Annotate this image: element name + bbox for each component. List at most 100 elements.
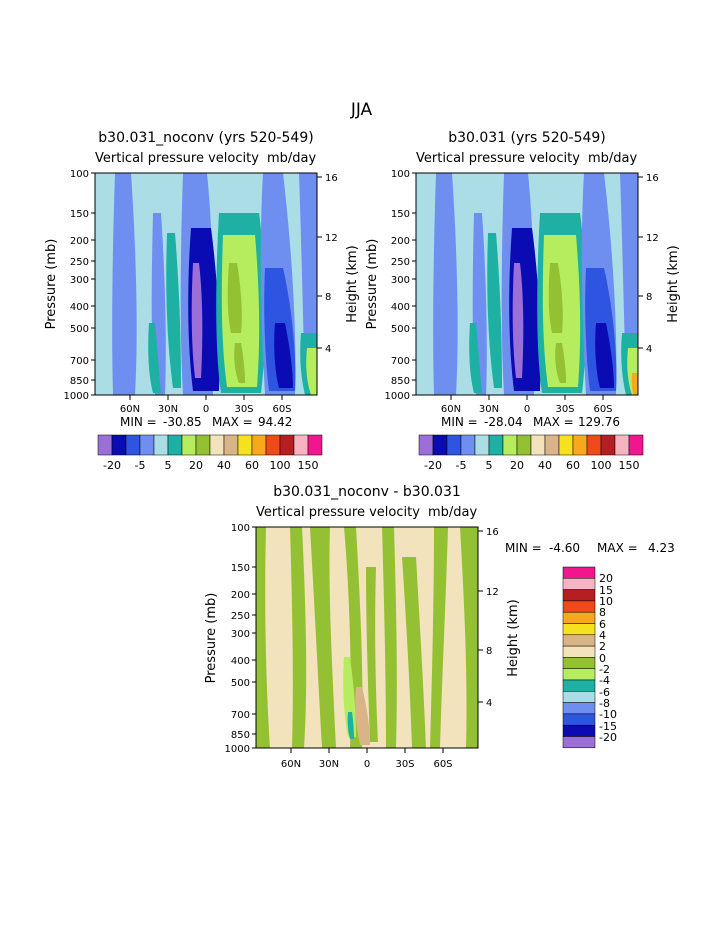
color-cell (562, 578, 596, 590)
p2-legend-label: -20 (424, 459, 442, 472)
group: 100 150 200 250 300 400 500 700 850 1000 (225, 523, 250, 755)
p1-htick: 16 (325, 173, 338, 184)
p2-ptick: 100 (391, 169, 410, 180)
p3-lattick: 30N (319, 759, 339, 770)
p1-ptick: 850 (70, 376, 89, 387)
color-cell (562, 611, 596, 624)
p1-legend-label: 20 (189, 459, 203, 472)
group: 100 150 200 250 300 400 500 700 850 1000 (64, 169, 89, 402)
color-cell (488, 434, 504, 456)
p2-min-label: MIN = (441, 415, 478, 429)
p2-lattick: 30S (555, 404, 574, 415)
p2-legend-label: 20 (510, 459, 524, 472)
p2-legend-label: 100 (591, 459, 612, 472)
contour-region (487, 233, 502, 388)
color-cell (516, 434, 532, 456)
p2-lattick: 60N (441, 404, 461, 415)
p2-ptick: 500 (391, 324, 410, 335)
contour-region (595, 323, 614, 388)
p3-legend-label: 4 (599, 629, 606, 642)
p1-legend-label: 40 (217, 459, 231, 472)
p3-ptick: 200 (231, 590, 250, 601)
p3-ptick: 700 (231, 710, 250, 721)
p1-ptick: 250 (70, 257, 89, 268)
p3-lattick: 60N (281, 759, 301, 770)
color-cell (600, 434, 616, 456)
contour-region (112, 173, 137, 395)
color-cell (97, 434, 113, 456)
p1-lattick: 60N (120, 404, 140, 415)
contour-region (555, 343, 566, 383)
p2-max-label: MAX = (533, 415, 574, 429)
p3-legend-label: -6 (599, 686, 610, 699)
contour-region (382, 527, 397, 748)
group (91, 172, 322, 400)
p1-ptick: 1000 (64, 391, 89, 402)
p3-legend-label: 10 (599, 595, 613, 608)
p3-legend-label: 2 (599, 640, 606, 653)
p1-htick: 8 (325, 292, 331, 303)
contour-region (310, 527, 336, 748)
color-cell (562, 702, 596, 715)
p2-ptick: 300 (391, 275, 410, 286)
color-cell (167, 434, 183, 456)
p2-ptick: 1000 (385, 391, 410, 402)
p1-ptick: 200 (70, 236, 89, 247)
contour-region (355, 687, 370, 745)
color-cell (562, 589, 596, 602)
p2-ptick: 150 (391, 209, 410, 220)
color-cell (562, 566, 596, 579)
contour-region (234, 343, 245, 383)
group: 60N 30N 0 30S 60S (120, 404, 292, 415)
color-cell (293, 434, 309, 456)
group (412, 172, 643, 400)
contour-region (274, 323, 293, 388)
color-cell (562, 713, 596, 726)
p3-max-label: MAX = (597, 541, 638, 555)
p3-min-value: -4.60 (549, 541, 580, 555)
color-cell (139, 434, 155, 456)
p1-legend-label: -5 (135, 459, 146, 472)
p3-legend-label: -15 (599, 720, 617, 733)
color-cell (181, 434, 197, 456)
color-cell (279, 434, 295, 456)
p2-ptick: 700 (391, 356, 410, 367)
p3-legend-label: 8 (599, 606, 606, 619)
p2-htick: 16 (646, 173, 659, 184)
p3-htick: 12 (486, 587, 499, 598)
p1-htick: 4 (325, 344, 331, 355)
panel1-legend (97, 434, 323, 456)
color-cell (237, 434, 253, 456)
p2-htick: 8 (646, 292, 652, 303)
p3-legend-label: -20 (599, 731, 617, 744)
color-cell (265, 434, 281, 456)
p3-ptick: 100 (231, 523, 250, 534)
contour-region (430, 527, 448, 748)
color-cell (544, 434, 560, 456)
p3-ptick: 150 (231, 563, 250, 574)
p2-legend-label: 40 (538, 459, 552, 472)
group: -20 -5 5 20 40 60 100 150 (424, 459, 639, 472)
p1-min-value: -30.85 (163, 415, 202, 429)
panel3-units: mb/day (428, 505, 478, 520)
p3-lattick: 0 (364, 759, 370, 770)
color-cell (628, 434, 644, 456)
p3-legend-label: -4 (599, 674, 610, 687)
p3-legend-label: 6 (599, 618, 606, 631)
color-cell (562, 679, 596, 692)
p1-htick: 12 (325, 233, 338, 244)
p2-legend-label: -5 (456, 459, 467, 472)
group (252, 526, 483, 753)
p2-lattick: 30N (479, 404, 499, 415)
contour-region (347, 712, 354, 739)
color-cell (558, 434, 574, 456)
p3-max-value: 4.23 (648, 541, 675, 555)
panel2-heatmap (416, 173, 638, 395)
panel3-title: b30.031_noconv - b30.031 (273, 484, 461, 500)
p3-legend-label: 0 (599, 652, 606, 665)
p2-ptick: 250 (391, 257, 410, 268)
p3-ptick: 300 (231, 629, 250, 640)
contour-region (548, 263, 563, 333)
p3-htick: 16 (486, 527, 499, 538)
panel3-legend (562, 566, 596, 749)
